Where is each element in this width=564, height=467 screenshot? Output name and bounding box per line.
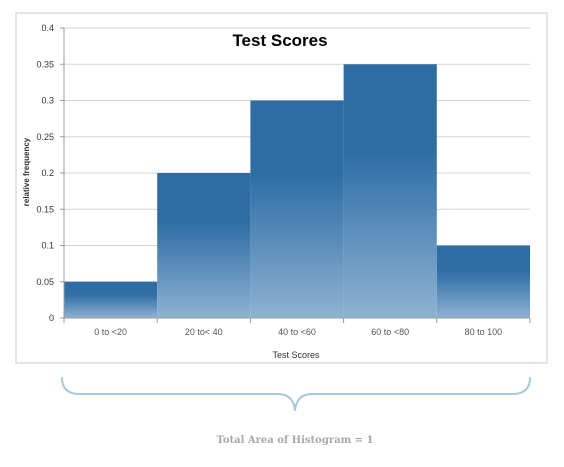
y-axis-label: relative frequency [22, 137, 31, 206]
x-tick-label: 0 to <20 [94, 327, 127, 337]
x-tick-label: 60 to <80 [371, 327, 409, 337]
y-tick-label: 0.3 [41, 96, 54, 106]
y-tick-labels: 0 0.05 0.1 0.15 0.2 0.25 0.3 0.35 0.4 [36, 23, 54, 323]
y-tick-label: 0.2 [41, 168, 54, 178]
x-axis-label: Test Scores [272, 350, 320, 360]
y-tick-label: 0.15 [36, 204, 54, 214]
chart-title: Test Scores [232, 31, 327, 50]
x-tick-labels: 0 to <20 20 to< 40 40 to <60 60 to <80 80 to… [94, 327, 502, 337]
histogram-bar [157, 173, 251, 318]
histogram-bars [64, 64, 530, 318]
x-tick-label: 20 to< 40 [185, 327, 223, 337]
axes [60, 27, 531, 323]
total-area-caption: Total Area of Histogram = 1 [217, 435, 374, 446]
total-area-brace [61, 377, 531, 411]
histogram-bar [436, 245, 530, 318]
histogram-bar [64, 281, 158, 318]
histogram-bar [250, 100, 344, 318]
x-tick-label: 80 to 100 [465, 327, 503, 337]
y-tick-label: 0.1 [41, 241, 54, 251]
y-tick-label: 0.35 [36, 59, 54, 69]
y-tick-label: 0.05 [36, 277, 54, 287]
histogram-bar [343, 64, 437, 318]
y-tick-label: 0.25 [36, 132, 54, 142]
x-tick-label: 40 to <60 [278, 327, 316, 337]
y-tick-label: 0 [49, 313, 54, 323]
y-tick-label: 0.4 [41, 23, 54, 33]
